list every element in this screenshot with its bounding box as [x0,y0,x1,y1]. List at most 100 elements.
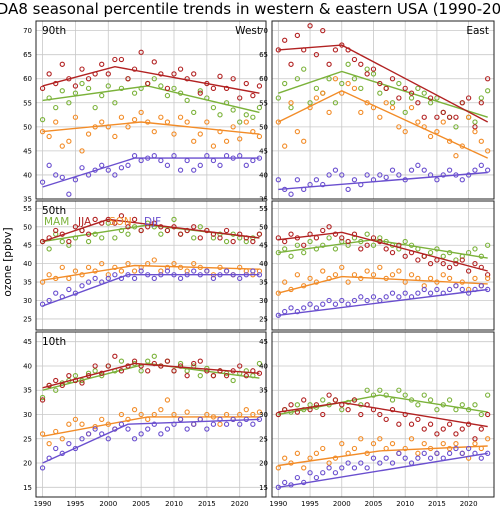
data-point [294,242,301,248]
data-point [358,61,364,67]
y-axis-label: ozone [ppbv] [2,227,14,296]
data-point [485,148,491,154]
data-point [377,80,383,87]
data-point [85,231,92,237]
data-point [320,27,326,34]
data-point [210,373,217,379]
data-point [79,436,85,442]
data-point [243,119,249,125]
data-point [396,450,402,456]
panel-background [272,201,494,330]
data-point [158,114,164,120]
data-point [138,49,144,55]
data-point [294,272,301,278]
data-point [472,128,478,135]
data-point [446,264,453,270]
data-point [243,112,249,118]
data-point [72,177,79,183]
x-tick-label: 2005 [365,500,383,508]
data-point [131,216,138,223]
data-point [118,411,125,418]
data-point [79,283,85,289]
data-point [351,85,358,92]
data-point [465,445,472,452]
series-son [39,109,263,154]
data-point [339,406,345,413]
data-point [434,431,440,437]
data-point [427,133,434,140]
trend-line [42,264,260,281]
data-point [434,286,440,293]
data-point [230,238,236,245]
data-point [485,76,491,82]
data-point [237,95,243,101]
data-point [472,402,478,408]
data-point [301,138,307,144]
data-point [275,177,281,183]
data-point [177,66,184,72]
panel-frame [35,20,267,200]
data-point [223,373,230,379]
y-tick-label: 20 [259,460,268,468]
series-djf [275,162,491,197]
data-point [465,290,472,296]
panel-frame [271,20,495,200]
data-point [358,275,364,282]
data-point [275,411,281,418]
data-point [307,470,313,476]
data-point [79,165,85,171]
data-point [415,450,421,456]
data-point [282,455,288,461]
series-son [275,436,491,471]
data-point [112,56,118,63]
data-point [364,71,370,77]
data-point [66,191,72,197]
data-point [72,373,79,379]
data-point [307,100,313,106]
data-point [125,426,131,432]
data-point [294,32,301,39]
data-point [66,373,72,379]
data-point [237,136,243,142]
data-point [294,177,301,183]
data-point [370,294,377,300]
y-tick-label: 55 [23,205,32,213]
data-point [131,436,138,442]
data-point [383,246,389,252]
data-point [389,167,396,173]
data-point [383,416,389,423]
data-point [99,92,105,99]
data-point [389,460,396,466]
data-point [370,71,377,77]
data-point [46,71,52,77]
data-point [99,235,105,241]
data-point [415,402,421,408]
series-jja [39,213,263,245]
data-point [396,172,402,178]
data-point [332,76,339,82]
y-tick-label: 55 [259,99,268,107]
data-point [39,397,46,403]
data-point [92,104,98,111]
data-point [345,406,351,413]
data-point [66,100,72,106]
data-point [408,104,415,111]
data-point [301,397,307,403]
data-point [85,131,92,137]
trend-line [278,288,488,316]
data-point [125,224,131,230]
data-point [138,368,144,374]
data-point [118,213,125,219]
data-point [478,283,484,289]
data-point [383,174,389,181]
data-point [485,275,491,282]
data-point [151,353,157,359]
data-point [358,411,364,418]
data-point [478,162,484,168]
panel-r2-c1: 1990 1995 2000 2005 2010 2015 2020 15 20 25 30 35 40… [259,331,495,508]
data-point [288,253,294,259]
data-point [151,59,157,65]
data-point [53,445,59,452]
data-point [151,76,157,82]
data-point [427,421,434,427]
